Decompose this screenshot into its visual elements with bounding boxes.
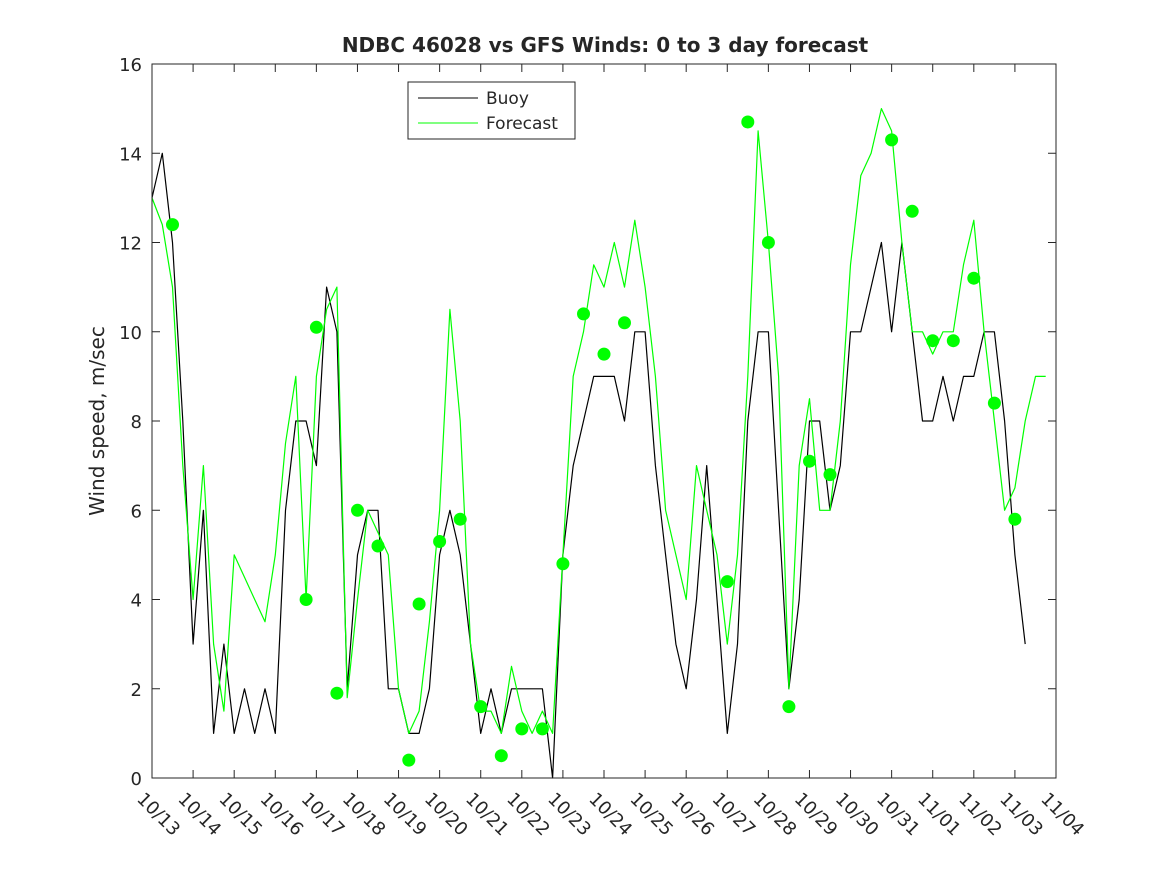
y-tick-label: 16 xyxy=(119,55,142,76)
forecast-marker xyxy=(618,316,631,330)
legend-label-buoy: Buoy xyxy=(486,89,529,109)
forecast-markers xyxy=(166,115,1022,767)
forecast-marker xyxy=(402,753,416,767)
forecast-marker xyxy=(720,575,734,589)
forecast-marker xyxy=(299,593,313,606)
forecast-marker xyxy=(782,700,796,714)
forecast-marker xyxy=(803,454,816,468)
forecast-marker xyxy=(987,396,1001,410)
forecast-marker xyxy=(1008,512,1022,526)
forecast-marker xyxy=(494,749,508,763)
forecast-marker xyxy=(761,236,775,249)
forecast-marker xyxy=(741,115,755,129)
series-layer xyxy=(151,107,1046,779)
y-axis-label: Wind speed, m/sec xyxy=(85,326,109,516)
forecast-marker xyxy=(967,271,981,285)
series-line-forecast xyxy=(151,107,1046,735)
legend: Buoy Forecast xyxy=(407,81,576,140)
forecast-marker xyxy=(556,557,570,571)
forecast-marker xyxy=(474,700,488,714)
forecast-marker xyxy=(371,539,385,553)
y-tick-label: 2 xyxy=(131,680,142,701)
forecast-marker xyxy=(885,133,899,147)
forecast-marker xyxy=(597,347,611,361)
forecast-marker xyxy=(946,334,960,348)
axes-box xyxy=(151,63,1057,779)
forecast-marker xyxy=(926,334,940,348)
forecast-marker xyxy=(823,468,837,482)
y-tick-label: 0 xyxy=(131,769,142,790)
forecast-marker xyxy=(515,722,529,736)
forecast-marker xyxy=(166,218,179,232)
y-tick-label: 10 xyxy=(119,323,142,344)
y-tick-label: 6 xyxy=(131,501,142,522)
y-tick-label: 8 xyxy=(131,412,142,433)
forecast-marker xyxy=(330,686,344,700)
forecast-marker xyxy=(412,597,426,611)
legend-box xyxy=(407,81,576,140)
chart-title: NDBC 46028 vs GFS Winds: 0 to 3 day fore… xyxy=(342,33,869,57)
forecast-marker xyxy=(433,535,447,548)
forecast-marker xyxy=(905,204,919,218)
forecast-marker xyxy=(453,512,467,526)
y-tick-label: 12 xyxy=(119,234,142,255)
y-tick-label: 4 xyxy=(131,591,142,612)
forecast-marker xyxy=(309,320,323,334)
y-tick-label: 14 xyxy=(119,144,142,165)
plot-area xyxy=(152,64,1056,778)
forecast-marker xyxy=(577,307,590,321)
y-axis-ticks: 0 2 4 6 8 10 12 14 16 xyxy=(119,55,1056,790)
forecast-marker xyxy=(351,503,364,517)
legend-label-forecast: Forecast xyxy=(486,114,558,134)
forecast-marker xyxy=(535,722,549,736)
